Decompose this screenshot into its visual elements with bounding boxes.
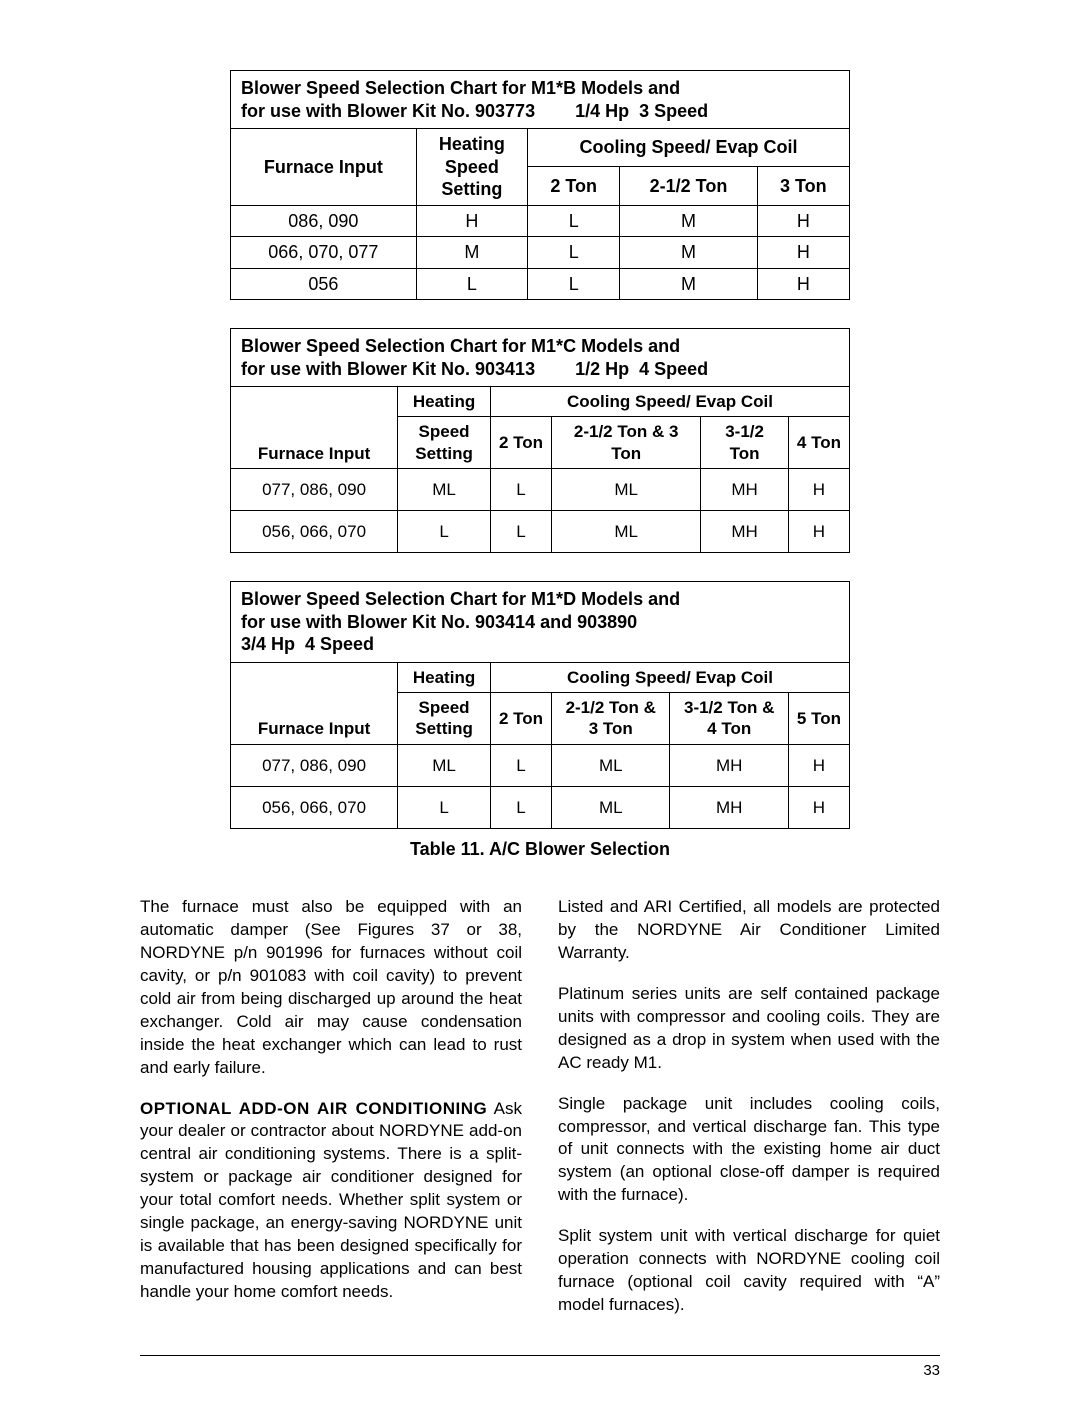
table-caption: Table 11. A/C Blower Selection (230, 839, 850, 860)
heating-top: Heating (398, 662, 491, 692)
blower-chart-m1c: Blower Speed Selection Chart for M1*C Mo… (230, 328, 850, 553)
cool-cell: ML (552, 468, 701, 510)
paragraph: Platinum series units are self contained… (558, 983, 940, 1075)
title-line: Blower Speed Selection Chart for M1*D Mo… (241, 589, 680, 609)
cooling-col: 3 Ton (757, 167, 849, 205)
cooling-header: Cooling Speed/ Evap Coil (490, 662, 849, 692)
paragraph: Single package unit includes cooling coi… (558, 1093, 940, 1208)
cooling-col: 2 Ton (490, 417, 551, 469)
furnace-cell: 056 (231, 268, 417, 300)
table-row: 086, 090 H L M H (231, 205, 850, 237)
table-row: 056, 066, 070 L L ML MH H (231, 511, 850, 553)
cooling-header: Cooling Speed/ Evap Coil (490, 387, 849, 417)
col-furnace-input: Furnace Input (231, 387, 398, 469)
cool-cell: M (620, 268, 757, 300)
cool-cell: H (788, 744, 849, 786)
title-line: 3/4 Hp 4 Speed (241, 634, 374, 654)
heat-cell: L (416, 268, 527, 300)
blower-chart-m1b: Blower Speed Selection Chart for M1*B Mo… (230, 70, 850, 300)
table-row: 056 L L M H (231, 268, 850, 300)
cooling-col: 2-1/2 Ton (620, 167, 757, 205)
table-title: Blower Speed Selection Chart for M1*C Mo… (231, 329, 850, 387)
cool-cell: L (490, 744, 551, 786)
page-number: 33 (140, 1362, 940, 1379)
paragraph: Listed and ARI Certified, all models are… (558, 896, 940, 965)
tables-container: Blower Speed Selection Chart for M1*B Mo… (140, 70, 940, 860)
furnace-cell: 056, 066, 070 (231, 511, 398, 553)
cool-cell: L (528, 237, 620, 269)
furnace-cell: 077, 086, 090 (231, 744, 398, 786)
heat-cell: H (416, 205, 527, 237)
cooling-col: 2-1/2 Ton & 3 Ton (552, 417, 701, 469)
cool-cell: ML (552, 744, 670, 786)
cool-cell: H (788, 786, 849, 828)
title-line: Blower Speed Selection Chart for M1*C Mo… (241, 336, 680, 356)
paragraph: Split system unit with vertical discharg… (558, 1225, 940, 1317)
cool-cell: ML (552, 511, 701, 553)
cool-cell: ML (552, 786, 670, 828)
title-line: for use with Blower Kit No. 903414 and 9… (241, 612, 637, 632)
furnace-cell: 066, 070, 077 (231, 237, 417, 269)
heating-top: Heating (398, 387, 491, 417)
paragraph-text: Ask your dealer or contractor about NORD… (140, 1099, 522, 1302)
cool-cell: L (490, 786, 551, 828)
cooling-col: 3-1/2 Ton & 4 Ton (670, 693, 788, 745)
col-heating-speed: Speed Setting (398, 693, 491, 745)
cool-cell: M (620, 205, 757, 237)
furnace-cell: 086, 090 (231, 205, 417, 237)
heat-cell: M (416, 237, 527, 269)
cooling-col: 2 Ton (528, 167, 620, 205)
right-column: Listed and ARI Certified, all models are… (558, 896, 940, 1335)
furnace-cell: 056, 066, 070 (231, 786, 398, 828)
table-row: 077, 086, 090 ML L ML MH H (231, 744, 850, 786)
cooling-col: 5 Ton (788, 693, 849, 745)
col-furnace-input: Furnace Input (231, 129, 417, 206)
cool-cell: H (757, 237, 849, 269)
heat-cell: L (398, 786, 491, 828)
col-heating-speed: Speed Setting (398, 417, 491, 469)
table-title: Blower Speed Selection Chart for M1*B Mo… (231, 71, 850, 129)
body-columns: The furnace must also be equipped with a… (140, 896, 940, 1335)
cool-cell: L (528, 268, 620, 300)
cooling-header: Cooling Speed/ Evap Coil (528, 129, 850, 167)
cool-cell: L (490, 468, 551, 510)
title-line: for use with Blower Kit No. 903413 1/2 H… (241, 359, 708, 379)
heat-cell: ML (398, 468, 491, 510)
cooling-col: 4 Ton (788, 417, 849, 469)
heat-cell: ML (398, 744, 491, 786)
left-column: The furnace must also be equipped with a… (140, 896, 522, 1335)
cool-cell: MH (670, 744, 788, 786)
cooling-col: 2 Ton (490, 693, 551, 745)
cool-cell: H (757, 205, 849, 237)
cooling-col: 3-1/2 Ton (701, 417, 789, 469)
heat-cell: L (398, 511, 491, 553)
table-row: 066, 070, 077 M L M H (231, 237, 850, 269)
blower-chart-m1d: Blower Speed Selection Chart for M1*D Mo… (230, 581, 850, 829)
table-title: Blower Speed Selection Chart for M1*D Mo… (231, 582, 850, 663)
paragraph: OPTIONAL ADD-ON AIR CONDITIONING Ask you… (140, 1098, 522, 1304)
col-heating-speed: Heating Speed Setting (416, 129, 527, 206)
section-subhead: OPTIONAL ADD-ON AIR CONDITIONING (140, 1099, 487, 1118)
cool-cell: H (788, 511, 849, 553)
table-row: 056, 066, 070 L L ML MH H (231, 786, 850, 828)
title-line: Blower Speed Selection Chart for M1*B Mo… (241, 78, 680, 98)
table-row: 077, 086, 090 ML L ML MH H (231, 468, 850, 510)
cool-cell: MH (701, 468, 789, 510)
cool-cell: MH (670, 786, 788, 828)
cooling-col: 2-1/2 Ton & 3 Ton (552, 693, 670, 745)
cool-cell: L (490, 511, 551, 553)
cool-cell: MH (701, 511, 789, 553)
col-furnace-input: Furnace Input (231, 662, 398, 744)
page: Blower Speed Selection Chart for M1*B Mo… (0, 0, 1080, 1419)
cool-cell: L (528, 205, 620, 237)
cool-cell: H (788, 468, 849, 510)
paragraph: The furnace must also be equipped with a… (140, 896, 522, 1080)
furnace-cell: 077, 086, 090 (231, 468, 398, 510)
title-line: for use with Blower Kit No. 903773 1/4 H… (241, 101, 708, 121)
cool-cell: H (757, 268, 849, 300)
cool-cell: M (620, 237, 757, 269)
footer-rule (140, 1355, 940, 1356)
